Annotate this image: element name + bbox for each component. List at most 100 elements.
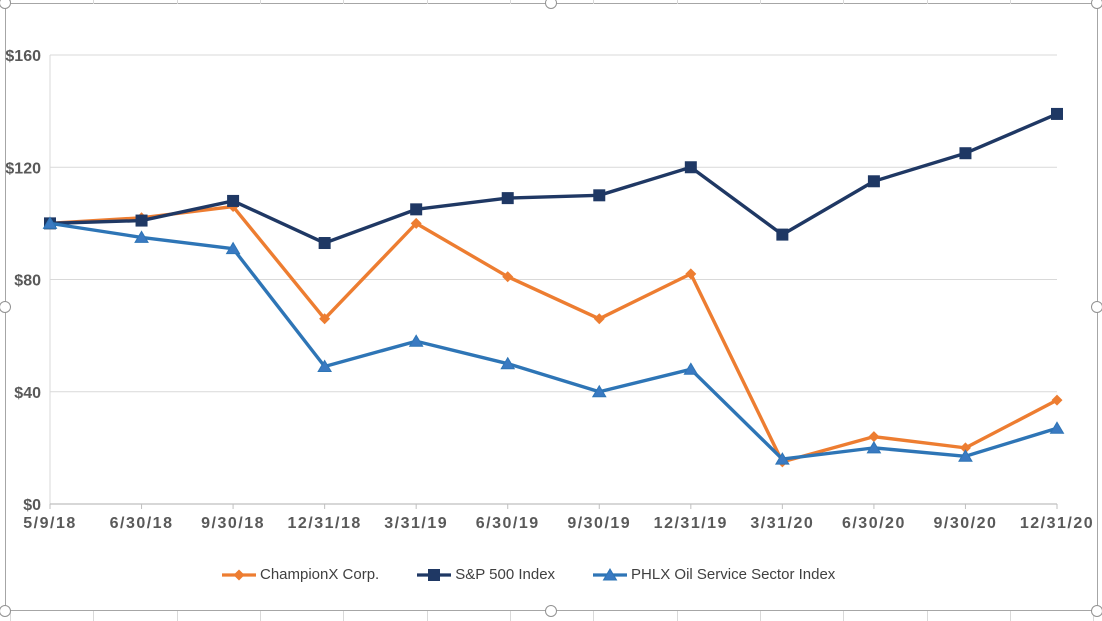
diamond-marker	[319, 313, 331, 325]
legend-square-icon	[417, 568, 452, 581]
x-axis-tick-label: 6/30/19	[476, 515, 540, 532]
selection-handle-bottom-right[interactable]	[1091, 605, 1102, 617]
diamond-marker	[410, 217, 422, 229]
square-marker	[318, 237, 331, 250]
square-marker	[227, 194, 240, 207]
triangle-marker	[602, 567, 618, 580]
series-s-p-500-index	[44, 107, 1063, 250]
diamond-marker	[1051, 394, 1063, 406]
worksheet-gridline	[260, 0, 261, 4]
worksheet-gridline	[927, 611, 928, 621]
square-marker	[135, 214, 148, 227]
worksheet-gridline	[177, 0, 178, 4]
worksheet-gridline	[427, 611, 428, 621]
square-marker	[428, 568, 441, 581]
triangle-marker	[866, 440, 882, 454]
worksheet-gridline	[1010, 0, 1011, 4]
square-marker	[959, 147, 972, 160]
x-axis-tick-label: 9/30/19	[567, 515, 631, 532]
triangle-marker	[42, 216, 58, 229]
selection-handle-top-left[interactable]	[0, 0, 11, 9]
worksheet-gridline	[93, 0, 94, 4]
triangle-marker	[1049, 421, 1065, 434]
series-championx-corp	[44, 201, 1063, 468]
triangle-marker	[317, 359, 333, 372]
worksheet-gridline	[760, 0, 761, 4]
selection-handle-top-right[interactable]	[1091, 0, 1102, 9]
y-axis-tick-label: $80	[14, 273, 41, 290]
diamond-marker	[593, 313, 605, 325]
square-marker	[410, 203, 423, 216]
selection-handle-middle-right[interactable]	[1091, 301, 1102, 313]
worksheet-gridline	[677, 0, 678, 4]
x-axis-tick-label: 6/30/20	[842, 515, 906, 532]
x-axis-tick-label: 3/31/19	[384, 515, 448, 532]
worksheet-gridline	[760, 611, 761, 621]
diamond-marker	[959, 442, 971, 454]
y-axis-tick-label: $160	[5, 48, 41, 65]
worksheet-gridline	[510, 611, 511, 621]
square-marker	[867, 175, 880, 188]
worksheet-gridline	[510, 0, 511, 4]
triangle-marker	[774, 452, 790, 465]
x-axis-tick-label: 6/30/18	[110, 515, 174, 532]
triangle-marker	[134, 230, 149, 243]
worksheet-gridline	[343, 611, 344, 621]
triangle-marker	[500, 356, 516, 370]
worksheet-gridline	[10, 611, 11, 621]
selection-handle-bottom-center[interactable]	[545, 605, 557, 617]
legend-label: S&P 500 Index	[455, 566, 556, 583]
y-axis-tick-label: $40	[14, 385, 41, 402]
triangle-marker	[408, 334, 424, 347]
x-axis-tick-label: 3/31/20	[750, 515, 814, 532]
diamond-marker	[868, 431, 880, 443]
worksheet-gridline	[343, 0, 344, 4]
selection-handle-middle-left[interactable]	[0, 301, 11, 313]
triangle-marker	[591, 384, 607, 398]
legend-item-2[interactable]: S&P 500 Index	[417, 566, 555, 583]
worksheet-gridline	[593, 0, 594, 4]
series-line	[49, 221, 1058, 461]
triangle-marker	[683, 362, 699, 375]
series-phlx-oil-service-sector-index	[42, 216, 1065, 465]
worksheet-gridline	[843, 611, 844, 621]
worksheet-gridline	[177, 611, 178, 621]
diamond-marker	[233, 569, 245, 580]
x-axis-tick-label: 12/31/19	[654, 515, 728, 532]
x-axis-tick-label: 9/30/18	[201, 515, 265, 532]
worksheet-gridline	[677, 611, 678, 621]
selection-handle-top-center[interactable]	[545, 0, 557, 9]
square-marker	[1051, 107, 1063, 120]
selection-handle-bottom-left[interactable]	[0, 605, 11, 617]
x-axis-tick-label: 12/31/18	[287, 515, 361, 532]
square-marker	[593, 189, 606, 202]
legend-triangle-icon	[593, 567, 628, 580]
x-axis-tick-label: 12/31/20	[1020, 515, 1094, 532]
worksheet-gridline	[93, 611, 94, 621]
chart-legend: ChampionX Corp. S&P 500 Index PHLX Oil Ser…	[222, 566, 835, 583]
legend-item-3[interactable]: PHLX Oil Service Sector Index	[593, 566, 835, 583]
worksheet-gridline	[927, 0, 928, 4]
worksheet-gridline	[427, 0, 428, 4]
legend-diamond-icon	[222, 569, 256, 580]
legend-item-1[interactable]: ChampionX Corp.	[222, 566, 379, 583]
series-line	[49, 204, 1058, 464]
worksheet-gridline	[1010, 611, 1011, 621]
chart-object-frame[interactable]	[5, 3, 1098, 611]
square-marker	[776, 228, 789, 241]
worksheet-gridline	[593, 611, 594, 621]
triangle-marker	[958, 449, 973, 462]
worksheet-gridline	[843, 0, 844, 4]
x-axis-tick-label: 9/30/20	[934, 515, 998, 532]
square-marker	[501, 192, 514, 205]
triangle-marker	[225, 241, 241, 255]
diamond-marker	[685, 268, 697, 280]
worksheet-gridline	[260, 611, 261, 621]
series-line	[49, 112, 1058, 245]
y-axis-tick-label: $0	[23, 497, 41, 514]
x-axis-tick-label: 5/9/18	[23, 515, 76, 532]
square-marker	[684, 161, 697, 174]
y-axis-tick-label: $120	[5, 160, 41, 177]
